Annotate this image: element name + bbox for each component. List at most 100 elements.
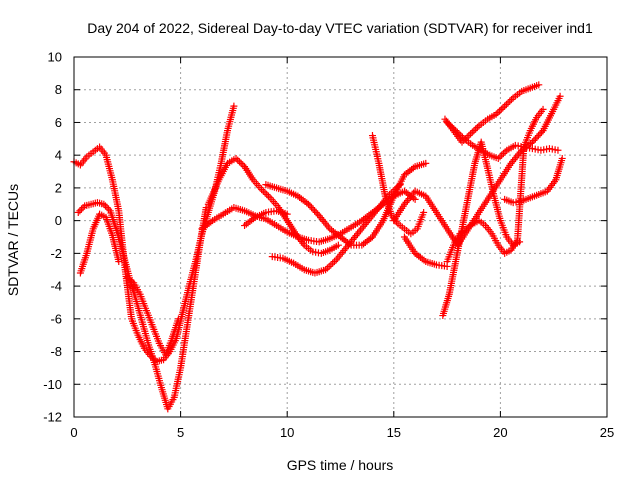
data-point: [531, 135, 539, 143]
plot-frame: [73, 56, 608, 418]
data-point: [502, 100, 510, 108]
data-point: [314, 210, 322, 218]
series-track-n: [443, 105, 547, 266]
data-point: [498, 151, 506, 159]
series-track-f: [204, 154, 342, 257]
data-point: [334, 241, 342, 249]
chart-title: Day 204 of 2022, Sidereal Day-to-day VTE…: [87, 20, 593, 36]
series-track-q: [454, 92, 564, 249]
series-track-i: [241, 207, 291, 230]
data-point: [309, 205, 317, 213]
data-point: [496, 153, 504, 161]
y-tick-label: -10: [43, 377, 62, 392]
y-tick-label: -4: [50, 279, 62, 294]
data-point: [105, 205, 113, 213]
data-point: [422, 159, 430, 167]
data-point: [528, 138, 536, 146]
data-point: [496, 107, 504, 115]
x-tick-label: 0: [70, 425, 77, 440]
series-track-r: [501, 154, 566, 207]
y-tick-label: -6: [50, 311, 62, 326]
x-axis-label: GPS time / hours: [287, 457, 394, 473]
data-point: [100, 200, 108, 208]
data-point: [499, 104, 507, 112]
x-tick-label: 15: [387, 425, 401, 440]
data-point: [450, 125, 458, 133]
data-point: [470, 127, 478, 135]
data-point: [536, 130, 544, 138]
data-point: [411, 195, 419, 203]
series-track-a: [70, 102, 238, 365]
data-point: [494, 109, 502, 117]
data-point: [458, 133, 466, 141]
data-point: [235, 158, 243, 166]
data-point: [230, 102, 238, 110]
data-point: [473, 123, 481, 131]
series-track-j: [368, 132, 428, 238]
data-point: [530, 136, 538, 144]
data-point: [327, 261, 335, 269]
data-point: [453, 128, 461, 136]
data-point: [501, 102, 509, 110]
y-tick-label: 4: [55, 148, 62, 163]
data-point: [492, 110, 500, 118]
data-point: [457, 132, 465, 140]
data-point: [556, 92, 564, 100]
data-point: [420, 208, 428, 216]
data-point: [259, 187, 267, 195]
data-point: [76, 207, 84, 215]
y-axis-label: SDTVAR / TECUs: [5, 184, 21, 296]
data-points: [70, 81, 566, 413]
series-track-c: [76, 210, 123, 277]
data-point: [264, 192, 272, 200]
y-tick-label: 6: [55, 115, 62, 130]
y-tick-label: 10: [48, 50, 62, 65]
data-point: [494, 154, 502, 162]
data-point: [263, 190, 271, 198]
y-tick-label: -12: [43, 410, 62, 425]
x-tick-label: 25: [600, 425, 614, 440]
data-point: [534, 132, 542, 140]
data-point: [465, 132, 473, 140]
y-tick-label: 0: [55, 213, 62, 228]
series-track-k: [390, 187, 462, 249]
data-point: [472, 125, 480, 133]
data-point: [306, 202, 314, 210]
data-point: [499, 150, 507, 158]
data-point: [396, 181, 404, 189]
data-point: [497, 105, 505, 113]
data-point: [330, 258, 338, 266]
data-point: [232, 154, 240, 162]
data-point: [554, 146, 562, 154]
data-point: [507, 96, 515, 104]
data-point: [234, 156, 242, 164]
data-point: [74, 208, 82, 216]
data-point: [539, 105, 547, 113]
x-tick-label: 20: [493, 425, 507, 440]
data-point: [455, 130, 463, 138]
data-point: [77, 205, 85, 213]
x-tick-label: 5: [177, 425, 184, 440]
data-point: [312, 208, 320, 216]
y-tick-label: 2: [55, 180, 62, 195]
data-point: [501, 148, 509, 156]
axis-ticks: 0 5 10 15 20 25 -12 -10 -8 -6 -4 -2 0 2 4 6 8 10: [43, 50, 614, 441]
data-point: [101, 202, 109, 210]
series-track-l: [400, 233, 451, 270]
data-point: [261, 189, 269, 197]
data-point: [79, 204, 87, 212]
y-tick-label: -8: [50, 344, 62, 359]
data-point: [445, 120, 453, 128]
x-tick-label: 10: [280, 425, 294, 440]
data-point: [239, 161, 247, 169]
y-tick-label: -2: [50, 246, 62, 261]
data-point: [237, 159, 245, 167]
data-point: [174, 315, 182, 323]
data-point: [308, 204, 316, 212]
data-point: [115, 258, 123, 266]
data-point: [447, 122, 455, 130]
data-point: [103, 204, 111, 212]
series-track-b: [74, 199, 210, 413]
data-point: [535, 81, 543, 89]
